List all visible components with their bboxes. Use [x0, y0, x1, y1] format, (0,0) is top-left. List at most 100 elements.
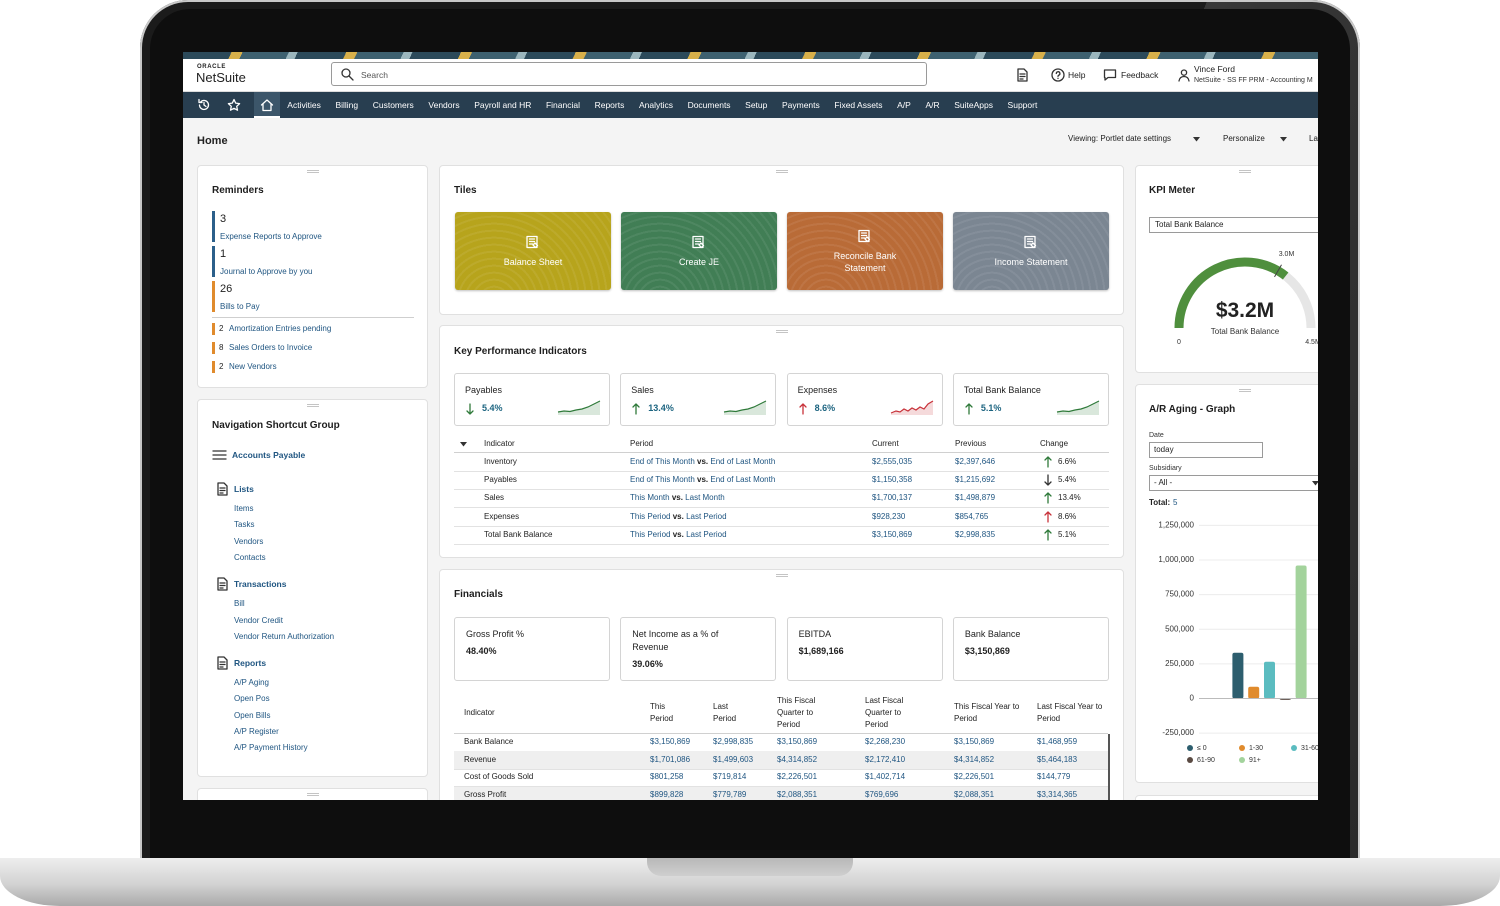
section-title[interactable]: Lists: [234, 484, 254, 494]
total-value[interactable]: 5: [1173, 498, 1178, 507]
current-value[interactable]: $2,555,035: [872, 457, 913, 466]
section-title[interactable]: Reports: [234, 658, 267, 669]
shortcut-link[interactable]: Vendor Credit: [234, 615, 283, 625]
financial-value[interactable]: $3,150,869: [777, 737, 818, 746]
shortcut-link[interactable]: A/P Payment History: [234, 743, 308, 753]
nav-item[interactable]: Documents: [687, 100, 731, 110]
subsidiary-select[interactable]: [1149, 475, 1318, 491]
user-name[interactable]: Vince Ford: [1194, 64, 1235, 74]
financial-value[interactable]: $2,998,835: [713, 737, 754, 746]
financial-value[interactable]: $2,088,351: [777, 790, 818, 800]
reminder-link[interactable]: New Vendors: [229, 362, 277, 371]
financial-value[interactable]: $2,268,230: [865, 737, 906, 746]
period-link[interactable]: End of This Month: [630, 475, 695, 485]
nav-item[interactable]: Activities: [287, 100, 321, 110]
financial-value[interactable]: $801,258: [650, 772, 684, 782]
feedback-link[interactable]: Feedback: [1121, 70, 1159, 80]
shortcut-link[interactable]: Items: [234, 504, 254, 513]
shortcut-group[interactable]: Accounts Payable: [232, 450, 306, 460]
help-link[interactable]: Help: [1068, 70, 1086, 80]
reminder-link[interactable]: Bills to Pay: [220, 302, 260, 311]
shortcut-link[interactable]: A/P Aging: [234, 678, 269, 688]
financial-value[interactable]: $1,402,714: [865, 772, 906, 782]
legend-label[interactable]: ≤ 0: [1197, 745, 1207, 752]
financial-value[interactable]: $2,226,501: [954, 772, 995, 782]
nav-item[interactable]: Analytics: [638, 100, 673, 110]
date-input[interactable]: [1149, 442, 1263, 458]
shortcut-link[interactable]: Open Bills: [234, 710, 271, 720]
period-link[interactable]: Last Month: [685, 493, 725, 503]
financial-value[interactable]: $769,696: [865, 790, 899, 800]
nav-item[interactable]: A/R: [925, 100, 940, 110]
shortcut-link[interactable]: Vendors: [234, 536, 264, 546]
nav-item[interactable]: Setup: [745, 100, 768, 110]
current-value[interactable]: $1,700,137: [872, 493, 913, 503]
nav-item[interactable]: Payments: [781, 100, 820, 110]
period-link[interactable]: This Month: [630, 493, 670, 503]
nav-item[interactable]: SuiteApps: [954, 100, 993, 110]
section-title[interactable]: Transactions: [234, 579, 287, 590]
legend-label[interactable]: 91+: [1249, 757, 1261, 764]
viewing-menu[interactable]: Viewing: Portlet date settings: [1068, 134, 1172, 143]
period-link[interactable]: End of Last Month: [710, 475, 776, 485]
financial-value[interactable]: $4,314,852: [777, 754, 818, 764]
reminder-link[interactable]: Expense Reports to Approve: [220, 232, 322, 241]
nav-item[interactable]: Reports: [594, 100, 625, 110]
period-link[interactable]: This Period: [630, 529, 671, 539]
legend-label[interactable]: 31-60: [1301, 745, 1318, 752]
financial-value[interactable]: $2,226,501: [777, 772, 818, 782]
financial-value[interactable]: $3,150,869: [954, 737, 995, 746]
financial-value[interactable]: $3,314,365: [1037, 790, 1078, 800]
financial-value[interactable]: $5,464,183: [1037, 754, 1078, 764]
financial-value[interactable]: $2,088,351: [954, 790, 995, 800]
layout-menu[interactable]: La: [1309, 134, 1318, 143]
tile[interactable]: Income Statement: [953, 212, 1109, 290]
period-link[interactable]: Last Period: [686, 511, 727, 521]
financial-value[interactable]: $1,468,959: [1037, 737, 1078, 746]
shortcut-link[interactable]: Tasks: [234, 520, 255, 530]
financial-value[interactable]: $3,150,869: [650, 737, 691, 746]
previous-value[interactable]: $2,397,646: [955, 457, 996, 466]
shortcut-link[interactable]: A/P Register: [234, 727, 279, 736]
nav-item[interactable]: Vendors: [428, 100, 460, 110]
nav-item[interactable]: A/P: [897, 100, 911, 110]
legend-label[interactable]: 61-90: [1197, 757, 1215, 764]
previous-value[interactable]: $2,998,835: [955, 529, 996, 539]
period-link[interactable]: End of This Month: [630, 457, 695, 466]
previous-value[interactable]: $854,765: [955, 511, 989, 521]
nav-item[interactable]: Billing: [335, 100, 359, 110]
shortcut-link[interactable]: Open Pos: [234, 694, 270, 704]
financial-value[interactable]: $1,499,603: [713, 754, 754, 764]
tile[interactable]: Reconcile Bank Statement: [787, 212, 943, 290]
shortcut-link[interactable]: Contacts: [234, 552, 266, 562]
current-value[interactable]: $1,150,358: [872, 475, 913, 485]
period-link[interactable]: This Period: [630, 511, 671, 521]
reminder-link[interactable]: Sales Orders to Invoice: [229, 343, 313, 352]
shortcut-link[interactable]: Vendor Return Authorization: [234, 631, 335, 641]
current-value[interactable]: $928,230: [872, 511, 906, 521]
reminder-link[interactable]: Journal to Approve by you: [220, 267, 313, 276]
select[interactable]: [1149, 217, 1318, 233]
nav-item[interactable]: Customers: [372, 100, 414, 110]
nav-item[interactable]: Financial: [545, 100, 580, 110]
period-link[interactable]: End of Last Month: [710, 457, 776, 466]
financial-value[interactable]: $719,814: [713, 772, 747, 782]
current-value[interactable]: $3,150,869: [872, 529, 913, 539]
financial-value[interactable]: $1,701,086: [650, 754, 691, 764]
shortcut-link[interactable]: Bill: [234, 599, 245, 609]
previous-value[interactable]: $1,498,879: [955, 493, 996, 503]
nav-item[interactable]: Fixed Assets: [834, 100, 883, 110]
personalize-menu[interactable]: Personalize: [1223, 134, 1265, 143]
legend-label[interactable]: 1-30: [1249, 745, 1263, 752]
tile[interactable]: Create JE: [621, 212, 777, 290]
home-tab[interactable]: [254, 92, 280, 118]
financial-value[interactable]: $899,828: [650, 790, 684, 800]
previous-value[interactable]: $1,215,692: [955, 475, 996, 485]
period-link[interactable]: Last Period: [686, 529, 727, 539]
financial-value[interactable]: $2,172,410: [865, 754, 906, 764]
search-box[interactable]: [331, 62, 927, 86]
reminder-link[interactable]: Amortization Entries pending: [229, 324, 332, 333]
financial-value[interactable]: $4,314,852: [954, 754, 995, 764]
nav-item[interactable]: Support: [1007, 100, 1038, 110]
nav-item[interactable]: Payroll and HR: [474, 100, 532, 110]
